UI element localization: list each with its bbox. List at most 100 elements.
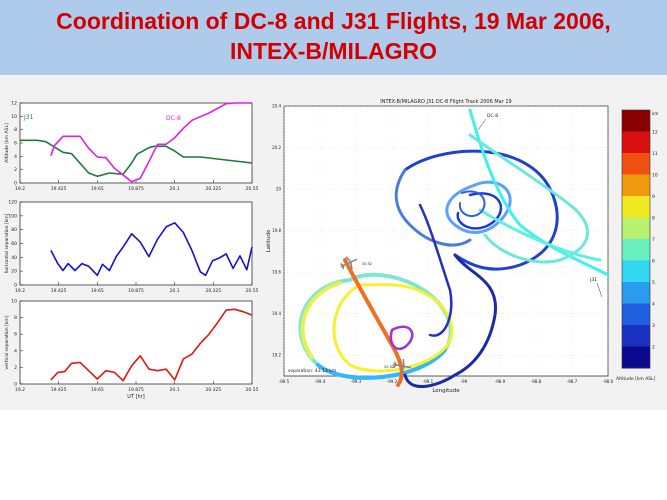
horizontal-separation-panel-y-tick-label: 0 bbox=[14, 283, 17, 289]
colorbar-segment bbox=[622, 303, 650, 326]
colorbar-segment bbox=[622, 217, 650, 240]
title-banner: Coordination of DC-8 and J31 Flights, 19… bbox=[0, 0, 667, 75]
map-y-tick-label: 19.4 bbox=[272, 311, 281, 316]
altitude-panel-y-tick-label: 0 bbox=[14, 181, 17, 187]
figure-canvas: 19.2 19.425 19.65 19.875 20.1 20.325 20.550246… bbox=[4, 99, 658, 400]
horizontal-separation-panel-y-tick-label: 60 bbox=[11, 241, 17, 247]
colorbar-tick-label: 3 bbox=[652, 323, 655, 329]
map-time-label-j31: 20.52 bbox=[362, 262, 372, 266]
dc8-track-spiral-3 bbox=[456, 192, 503, 230]
altitude-panel-series-line bbox=[20, 139, 253, 178]
colorbar-tick-label: 7 bbox=[652, 237, 655, 243]
altitude-panel-y-tick-label: 8 bbox=[14, 127, 17, 133]
slide-title-line2: INTEX-B/MILAGRO bbox=[230, 38, 437, 64]
dc8-track-small-loop bbox=[389, 325, 414, 350]
slide-title-line1: Coordination of DC-8 and J31 Flights, 19… bbox=[56, 8, 611, 34]
vertical-separation-panel-y-tick-label: 10 bbox=[11, 299, 17, 305]
altitude-panel-x-tick-label: 19.2 bbox=[15, 186, 25, 192]
vertical-separation-panel-x-tick-label: 19.875 bbox=[128, 387, 144, 393]
horizontal-separation-panel-y-tick-label: 120 bbox=[8, 200, 17, 206]
colorbar-segment bbox=[622, 346, 650, 369]
altitude-panel-y-tick-label: 12 bbox=[11, 101, 17, 107]
horizontal-separation-panel-x-tick-label: 19.65 bbox=[91, 288, 104, 294]
vertical-separation-panel-series-line bbox=[50, 308, 253, 382]
horizontal-separation-panel-y-tick-label: 100 bbox=[8, 213, 17, 219]
map-x-tick-label: -99.5 bbox=[279, 379, 290, 384]
map-x-tick-label: -98.8 bbox=[531, 379, 542, 384]
vertical-separation-panel-x-tick-label: 20.1 bbox=[170, 387, 180, 393]
altitude-panel-y-axis-label: Altitude [km ASL] bbox=[4, 123, 10, 163]
dc8-track-lower bbox=[403, 253, 497, 389]
j31-loop-lower-track bbox=[316, 348, 447, 380]
map-x-tick-label: -98.9 bbox=[495, 379, 506, 384]
colorbar-tick-label: 11 bbox=[652, 151, 658, 157]
j31-aircraft-icon-shape bbox=[340, 256, 358, 270]
vertical-separation-panel-y-axis-label: vertical separation [km] bbox=[4, 315, 10, 369]
horizontal-separation-panel-frame bbox=[19, 201, 253, 286]
horizontal-separation-panel-x-tick-label: 19.875 bbox=[128, 288, 144, 294]
altitude-panel-y-tick-label: 4 bbox=[14, 154, 17, 160]
altitude-panel-x-tick-label: 19.875 bbox=[128, 186, 144, 192]
colorbar-tick-label: 4 bbox=[652, 302, 655, 308]
map-x-tick-label: -99.1 bbox=[423, 379, 434, 384]
vertical-separation-panel-x-tick-label: 20.325 bbox=[205, 387, 221, 393]
j31-loop-inner-track bbox=[332, 283, 454, 373]
colorbar-tick-label: 6 bbox=[652, 259, 655, 265]
horizontal-separation-panel-y-tick-label: 40 bbox=[11, 255, 17, 261]
dc8-track-spiral-1 bbox=[394, 168, 472, 247]
map-x-tick-label: -99.3 bbox=[351, 379, 362, 384]
colorbar-tick-label: 5 bbox=[652, 280, 655, 286]
map-x-tick-label: -99.2 bbox=[387, 379, 398, 384]
colorbar-segment bbox=[622, 110, 650, 132]
j31-cyan-loop bbox=[468, 133, 589, 264]
map-y-tick-label: 20.4 bbox=[272, 104, 281, 109]
map-y-tick-label: 20.2 bbox=[272, 145, 281, 150]
j31-series-label: J31 bbox=[23, 114, 34, 121]
altitude-panel-frame bbox=[19, 102, 253, 184]
vertical-separation-panel-y-tick-label: 8 bbox=[14, 315, 17, 321]
map-y-tick-label: 19.6 bbox=[272, 270, 281, 275]
altitude-panel-y-tick-label: 10 bbox=[11, 114, 17, 120]
colorbar-segment bbox=[622, 239, 650, 261]
colorbar-segment bbox=[622, 153, 650, 175]
map-y-tick-label: 20 bbox=[276, 187, 282, 192]
map-y-tick-label: 19.2 bbox=[272, 353, 281, 358]
colorbar-segment bbox=[622, 196, 650, 218]
map-j31-leader bbox=[596, 282, 603, 298]
horizontal-separation-panel-y-axis-label: horizontal separation [km] bbox=[4, 213, 10, 273]
altitude-panel-x-tick-label: 20.55 bbox=[246, 186, 259, 192]
altitude-panel-series-line bbox=[50, 102, 252, 183]
altitude-panel-x-tick-label: 20.325 bbox=[205, 186, 221, 192]
vertical-separation-panel-x-tick-label: 19.2 bbox=[15, 387, 25, 393]
dc8-track-upper bbox=[403, 149, 559, 271]
map-j31-label: J31 bbox=[589, 277, 597, 283]
horizontal-separation-panel-x-tick-label: 19.425 bbox=[51, 288, 67, 294]
flight-tracks bbox=[298, 108, 610, 389]
colorbar-tick-label: 12 bbox=[652, 130, 658, 136]
colorbar-segment bbox=[622, 325, 650, 347]
vertical-separation-panel-frame bbox=[19, 300, 253, 385]
dc8-aircraft-icon bbox=[392, 359, 412, 374]
map-separation-label: separation: 43.13 km bbox=[288, 368, 336, 374]
altitude-panel-y-tick-label: 2 bbox=[14, 167, 17, 173]
colorbar-frame bbox=[621, 109, 651, 369]
colorbar-tick-label: 8 bbox=[652, 216, 655, 222]
dc8-track-center-spiral bbox=[458, 190, 486, 218]
horizontal-separation-panel-x-tick-label: 20.325 bbox=[205, 288, 221, 294]
colorbar-segment bbox=[622, 174, 650, 197]
vertical-separation-panel-y-tick-label: 6 bbox=[14, 332, 17, 338]
j31-loop-left-track bbox=[300, 281, 342, 359]
map-y-tick-label: 19.8 bbox=[272, 228, 281, 233]
colorbar-tick-label: 2 bbox=[652, 345, 655, 351]
horizontal-separation-panel-y-tick-label: 80 bbox=[11, 227, 17, 233]
map-dc8-label: DC-8 bbox=[487, 113, 498, 119]
dc8-track-mid bbox=[418, 203, 453, 337]
map-x-tick-label: -98.6 bbox=[603, 379, 614, 384]
vertical-separation-panel-x-tick-label: 19.425 bbox=[51, 387, 67, 393]
colorbar-tick-label: 10 bbox=[652, 173, 658, 179]
horizontal-separation-panel-y-tick-label: 20 bbox=[11, 269, 17, 275]
horizontal-separation-panel-series-line bbox=[50, 222, 253, 277]
colorbar-segment bbox=[622, 282, 650, 304]
vertical-separation-panel-y-tick-label: 0 bbox=[14, 382, 17, 388]
